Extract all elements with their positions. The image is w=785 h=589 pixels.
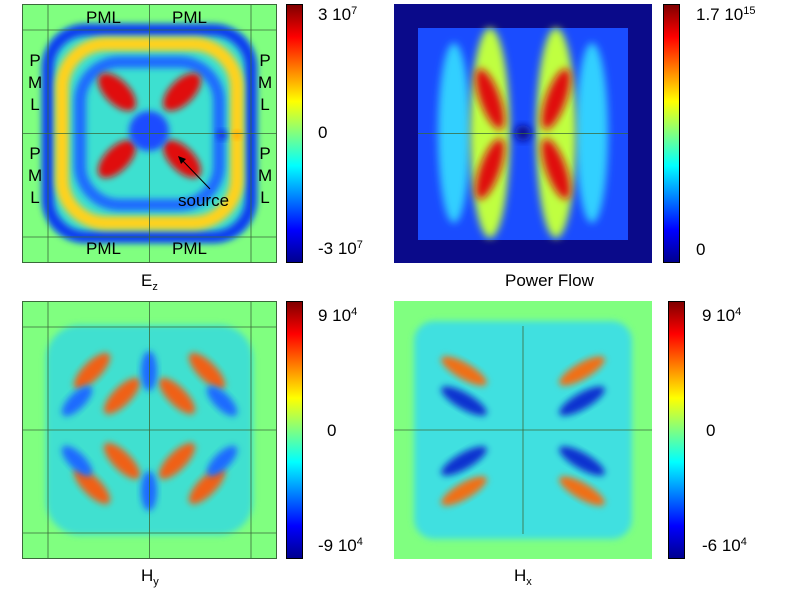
pml-letter: M [28,166,43,185]
power-flow-band [536,28,576,238]
hx-caption: Hx [514,566,532,588]
pml-label-left-lower: P M L [28,143,42,209]
hx-lobe [441,476,487,506]
pml-letter: P [29,51,41,70]
hx-colorbar [668,301,685,559]
hy-lobe [188,467,226,505]
pml-label-right-upper: P M L [258,50,272,116]
pml-letter: P [259,51,271,70]
hy-caption: Hy [141,566,159,588]
pml-letter: L [260,95,270,114]
hy-colorbar-tick-min: -9 104 [318,536,363,555]
pml-label-bottom-left: PML [86,239,121,258]
pml-letter: P [259,144,271,163]
pml-letter: L [260,188,270,207]
power-flow-center [515,125,531,141]
hx-colorbar-tick-min: -6 104 [702,536,747,555]
ez-lobe [163,73,201,111]
pml-letter: P [29,144,41,163]
power-flow-peak [541,68,571,130]
hy-lobe [103,442,141,480]
hy-lobe [206,385,238,417]
pml-label-bottom-right: PML [172,239,207,258]
ez-dot [233,131,241,139]
hy-lobe [141,471,157,511]
power-flow-peak [541,138,571,200]
power-flow-peak [475,138,505,200]
ez-colorbar-tick-max: 3 107 [318,5,358,24]
pml-label-top-left: PML [86,8,121,27]
hx-lobe [559,476,605,506]
power-flow-colorbar-tick-min: 0 [696,240,706,259]
hy-field-map [22,301,277,559]
power-flow-colorbar [663,4,680,263]
ez-colorbar-tick-zero: 0 [318,123,328,142]
pml-letter: M [28,73,43,92]
pml-label-top-right: PML [172,8,207,27]
hy-lobe [188,352,226,390]
hy-lobe [158,442,196,480]
hx-lobe [441,386,487,416]
hy-lobe [73,352,111,390]
ez-caption: Ez [141,271,158,293]
hy-lobe [73,467,111,505]
power-flow-band [438,43,470,223]
power-flow-band [470,28,510,238]
ez-lobe [98,140,136,178]
hy-colorbar-tick-zero: 0 [327,421,337,440]
hx-colorbar-tick-max: 9 104 [702,306,742,325]
source-arrow-head [178,156,186,164]
ez-colorbar-tick-min: -3 107 [318,239,363,258]
pml-letter: M [258,73,273,92]
hx-lobe [559,386,605,416]
hx-colorbar-tick-zero: 0 [706,421,716,440]
pml-letter: L [30,95,40,114]
hx-field-map [394,301,652,559]
hy-lobe [61,385,93,417]
hy-colorbar-tick-max: 9 104 [318,306,358,325]
pml-label-left-upper: P M L [28,50,42,116]
power-flow-caption: Power Flow [505,271,594,290]
ez-field-map [22,4,277,263]
hy-lobe [61,445,93,477]
hx-lobe [441,446,487,476]
source-arrow-line [181,159,211,190]
power-flow-band [576,43,608,223]
ez-lobe [98,73,136,111]
power-flow-peak [475,68,505,130]
source-label: source [178,191,230,210]
pml-label-right-lower: P M L [258,143,272,209]
hy-lobe [141,351,157,391]
hy-colorbar [286,301,303,559]
pml-letter: L [30,188,40,207]
ez-center [129,111,169,151]
pml-letter: M [258,166,273,185]
hx-lobe [559,446,605,476]
ez-dot [217,130,227,140]
hx-lobe [441,356,487,386]
hy-lobe [206,445,238,477]
hx-lobe [559,356,605,386]
power-flow-colorbar-tick-max: 1.7 1015 [696,5,756,24]
hy-lobe [103,377,141,415]
hy-lobe [158,377,196,415]
ez-colorbar [286,4,303,263]
power-flow-field-map [394,4,652,263]
